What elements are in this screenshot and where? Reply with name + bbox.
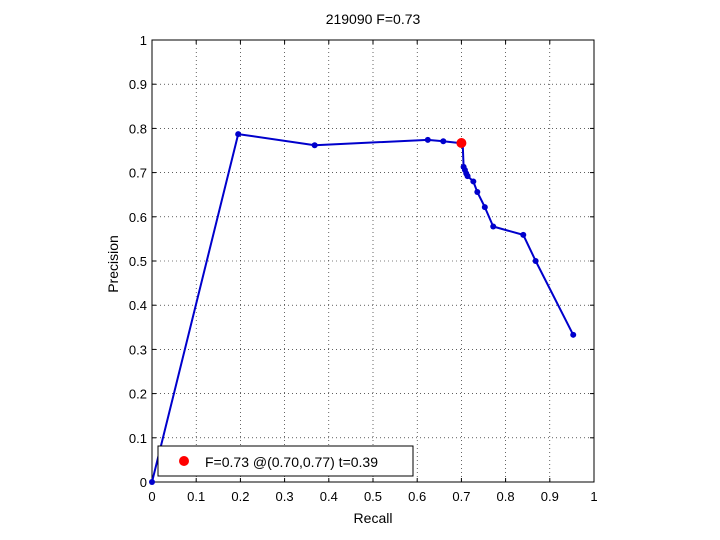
data-point (490, 223, 497, 230)
data-point (464, 173, 471, 180)
x-axis-ticks: 0 0.1 0.2 0.3 0.4 0.5 0.6 0.7 0.8 0.9 1 (148, 40, 598, 504)
x-tick-label: 1 (590, 489, 597, 504)
data-point (149, 479, 155, 485)
legend-text: F=0.73 @(0.70,0.77) t=0.39 (205, 454, 378, 470)
x-tick-label: 0.5 (364, 489, 382, 504)
data-point (440, 138, 447, 145)
y-tick-label: 0.3 (129, 342, 147, 357)
data-point (470, 178, 477, 185)
legend-box (157, 445, 414, 477)
data-point (570, 331, 577, 338)
data-point (311, 142, 318, 149)
x-tick-label: 0.4 (320, 489, 338, 504)
y-tick-label: 0.6 (129, 210, 147, 225)
y-axis-ticks: 0 0.1 0.2 0.3 0.4 0.5 0.6 0.7 0.8 0.9 1 (129, 33, 594, 490)
x-tick-label: 0 (148, 489, 155, 504)
data-point (424, 136, 431, 143)
legend: F=0.73 @(0.70,0.77) t=0.39 (157, 445, 414, 477)
x-tick-label: 0.7 (452, 489, 470, 504)
y-tick-label: 0.7 (129, 166, 147, 181)
best-f-point (456, 137, 467, 148)
data-point (235, 131, 242, 138)
legend-marker (179, 456, 189, 466)
data-point (481, 204, 488, 211)
y-tick-label: 1 (140, 33, 147, 48)
series-layer (149, 131, 577, 485)
x-tick-label: 0.2 (231, 489, 249, 504)
y-tick-label: 0.5 (129, 254, 147, 269)
x-tick-label: 0.6 (408, 489, 426, 504)
y-tick-label: 0.9 (129, 77, 147, 92)
y-tick-label: 0.2 (129, 387, 147, 402)
y-tick-label: 0 (140, 475, 147, 490)
x-axis-label: Recall (354, 510, 393, 526)
data-point (532, 258, 539, 264)
x-tick-label: 0.8 (497, 489, 515, 504)
y-axis-label: Precision (105, 235, 121, 293)
x-tick-label: 0.3 (276, 489, 294, 504)
grid-lines (152, 40, 594, 482)
x-tick-label: 0.1 (187, 489, 205, 504)
plot-frame (151, 39, 595, 483)
y-tick-label: 0.8 (129, 121, 147, 136)
data-point (520, 231, 527, 238)
x-tick-label: 0.9 (541, 489, 559, 504)
chart-title: 219090 F=0.73 (326, 11, 421, 27)
data-point (474, 189, 481, 196)
y-tick-label: 0.1 (129, 431, 147, 446)
y-tick-label: 0.4 (129, 298, 147, 313)
